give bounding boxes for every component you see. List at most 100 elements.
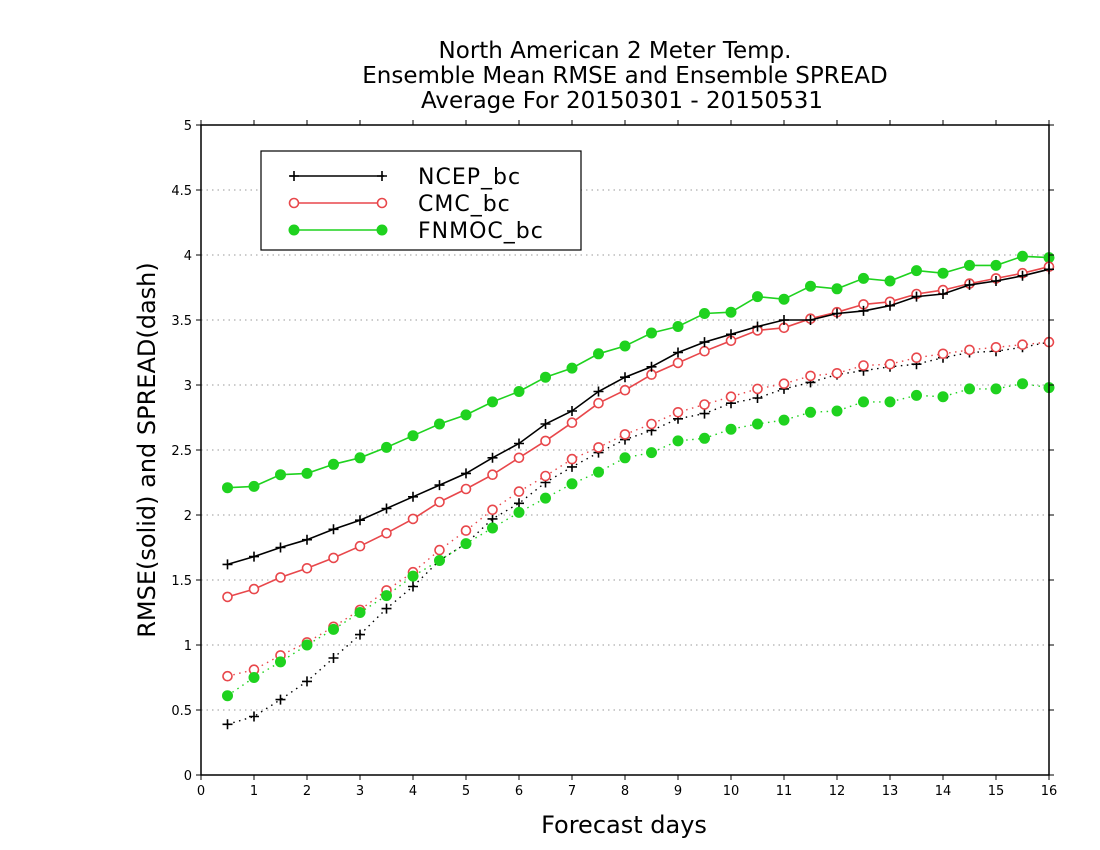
legend-box (260, 150, 582, 251)
rmse-point-FNMOC_bc (275, 469, 286, 481)
spread-point-FNMOC_bc (964, 383, 975, 395)
y-tick-label: 3 (184, 379, 192, 394)
x-tick-label: 3 (356, 784, 364, 799)
rmse-point-FNMOC_bc (831, 283, 843, 295)
rmse-point-NCEP_bc (275, 542, 286, 553)
rmse-point-FNMOC_bc (513, 386, 525, 397)
x-tick-label: 14 (935, 784, 952, 799)
rmse-point-FNMOC_bc (619, 340, 631, 352)
rmse-point-CMC_bc (513, 452, 525, 464)
rmse-point-NCEP_bc (885, 300, 895, 311)
rmse-point-NCEP_bc (673, 347, 683, 358)
rmse-line-CMC_bc (227, 265, 1050, 598)
y-axis-label: RMSE(solid) and SPREAD(dash) (133, 262, 161, 638)
spread-point-CMC_bc (646, 418, 657, 430)
axis-ticks (196, 120, 1054, 780)
legend-label-CMC_bc: CMC_bc (418, 192, 511, 217)
legend-item-FNMOC_bc: FNMOC_bc (288, 219, 544, 244)
legend-marker-NCEP_bc (377, 171, 387, 181)
x-axis-label: Forecast days (541, 811, 707, 839)
spread-point-CMC_bc (699, 399, 710, 410)
legend-item-NCEP_bc: NCEP_bc (289, 165, 521, 190)
rmse-point-NCEP_bc (249, 551, 259, 562)
rmse-point-NCEP_bc (911, 291, 922, 302)
rmse-point-FNMOC_bc (487, 396, 498, 408)
legend-marker-CMC_bc (376, 197, 388, 209)
y-tick-label: 4.5 (171, 184, 192, 199)
spread-point-CMC_bc (805, 370, 816, 382)
rmse-point-CMC_bc (301, 562, 313, 574)
rmse-point-NCEP_bc (593, 386, 604, 397)
spread-point-NCEP_bc (302, 676, 312, 687)
x-tick-label: 2 (303, 784, 311, 799)
rmse-point-NCEP_bc (434, 480, 445, 491)
spread-point-FNMOC_bc (407, 570, 419, 582)
spread-point-FNMOC_bc (487, 522, 498, 534)
y-tick-label: 4 (184, 249, 192, 264)
rmse-point-CMC_bc (487, 469, 498, 481)
y-tick-label: 5 (184, 119, 192, 134)
rmse-point-NCEP_bc (355, 515, 365, 526)
rmse-point-NCEP_bc (752, 321, 763, 332)
spread-point-CMC_bc (593, 442, 604, 453)
rmse-point-NCEP_bc (779, 315, 789, 325)
spread-point-CMC_bc (752, 383, 763, 395)
spread-point-FNMOC_bc (672, 435, 684, 447)
spread-point-FNMOC_bc (566, 478, 578, 490)
spread-point-CMC_bc (990, 341, 1002, 353)
spread-point-NCEP_bc (222, 719, 233, 730)
spread-point-FNMOC_bc (434, 555, 445, 566)
series-CMC_bc-spread (222, 336, 1055, 682)
spread-point-CMC_bc (937, 348, 949, 360)
spread-point-CMC_bc (434, 544, 445, 556)
spread-point-CMC_bc (831, 367, 843, 379)
rmse-point-NCEP_bc (408, 491, 418, 502)
rmse-point-CMC_bc (699, 345, 710, 357)
spread-point-CMC_bc (964, 344, 975, 356)
rmse-point-FNMOC_bc (381, 441, 392, 453)
rmse-point-CMC_bc (407, 513, 419, 525)
spread-point-FNMOC_bc (354, 607, 366, 618)
spread-point-CMC_bc (1017, 339, 1028, 351)
spread-point-CMC_bc (725, 391, 737, 403)
rmse-point-FNMOC_bc (354, 452, 366, 464)
legend-label-NCEP_bc: NCEP_bc (418, 165, 521, 190)
spread-point-CMC_bc (222, 670, 233, 682)
x-tick-label: 5 (462, 784, 470, 799)
rmse-point-NCEP_bc (991, 276, 1001, 286)
spread-point-NCEP_bc (487, 513, 498, 524)
spread-point-NCEP_bc (275, 694, 286, 705)
spread-point-FNMOC_bc (911, 389, 922, 401)
spread-point-CMC_bc (566, 453, 578, 465)
legend-item-CMC_bc: CMC_bc (288, 192, 511, 217)
spread-point-FNMOC_bc (1017, 378, 1028, 390)
rmse-point-CMC_bc (381, 527, 392, 539)
rmse-point-CMC_bc (593, 397, 604, 409)
rmse-point-NCEP_bc (646, 361, 657, 372)
series-CMC_bc-rmse (222, 261, 1055, 603)
legend-label-FNMOC_bc: FNMOC_bc (418, 219, 544, 244)
spread-point-FNMOC_bc (884, 396, 896, 408)
spread-point-FNMOC_bc (248, 672, 260, 683)
spread-point-NCEP_bc (355, 629, 365, 640)
spread-point-FNMOC_bc (301, 639, 313, 651)
rmse-point-FNMOC_bc (540, 371, 551, 383)
series-NCEP_bc-rmse (222, 264, 1054, 570)
chart-title-line-2: Ensemble Mean RMSE and Ensemble SPREAD (362, 63, 887, 89)
rmse-point-NCEP_bc (858, 305, 869, 316)
legend-marker-NCEP_bc (289, 171, 299, 181)
x-tick-label: 15 (988, 784, 1005, 799)
legend-marker-FNMOC_bc (376, 224, 388, 236)
spread-point-CMC_bc (540, 470, 551, 482)
x-tick-label: 6 (515, 784, 523, 799)
rmse-line-NCEP_bc (227, 268, 1050, 566)
rmse-point-FNMOC_bc (858, 272, 869, 284)
x-tick-label: 0 (197, 784, 205, 799)
spread-point-NCEP_bc (249, 711, 259, 722)
spread-point-CMC_bc (884, 358, 896, 370)
rmse-point-FNMOC_bc (407, 430, 419, 442)
chart-title: North American 2 Meter Temp. Ensemble Me… (362, 38, 887, 114)
rmse-point-NCEP_bc (938, 289, 948, 299)
x-tick-label: 9 (674, 784, 682, 799)
